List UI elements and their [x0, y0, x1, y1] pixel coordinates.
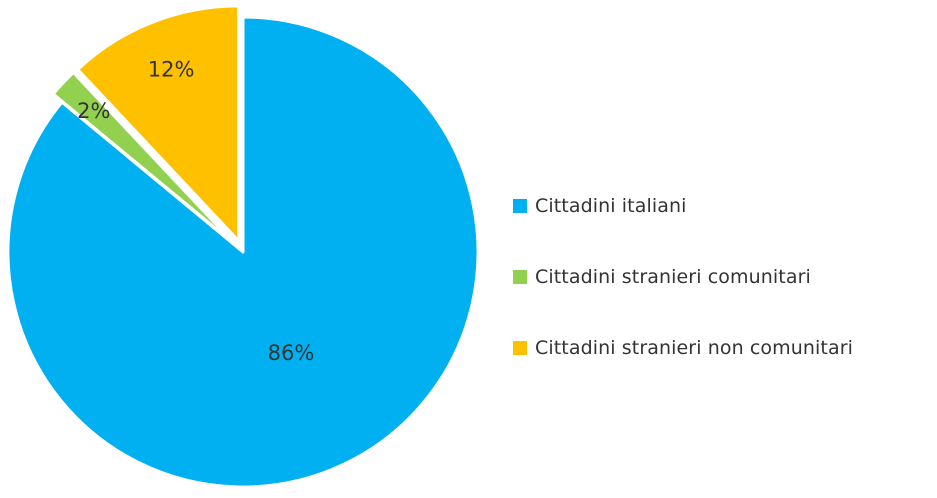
legend-label: Cittadini stranieri non comunitari [535, 337, 854, 359]
legend-item-cittadini-stranieri-comunitari: Cittadini stranieri comunitari [513, 261, 937, 293]
legend-label: Cittadini stranieri comunitari [535, 266, 811, 288]
legend-item-cittadini-italiani: Cittadini italiani [513, 190, 937, 222]
data-label: 2% [77, 99, 110, 123]
pie-slice-cittadini-stranieri-comunitari [51, 70, 236, 246]
data-label: 86% [268, 341, 315, 365]
legend-label: Cittadini italiani [535, 195, 687, 217]
legend-swatch [513, 270, 527, 284]
pie-slice-cittadini-italiani [6, 15, 480, 489]
legend: Cittadini italiani Cittadini stranieri c… [513, 190, 937, 403]
legend-swatch [513, 341, 527, 355]
legend-swatch [513, 199, 527, 213]
data-label: 12% [148, 57, 195, 81]
pie-slice-cittadini-stranieri-non-comunitari [76, 4, 241, 243]
legend-item-cittadini-stranieri-non-comunitari: Cittadini stranieri non comunitari [513, 332, 937, 364]
pie-plot-area: 86% 2% 12% [6, 4, 480, 489]
